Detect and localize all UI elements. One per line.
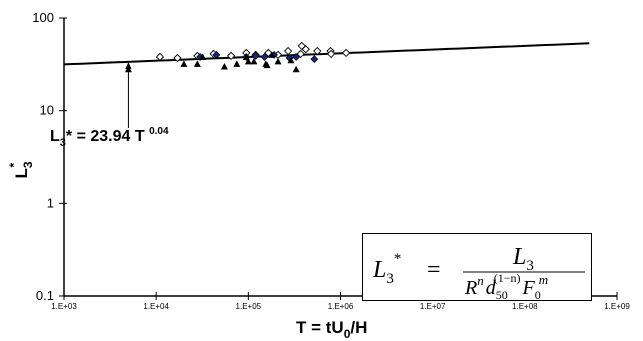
formula-equals: = — [427, 257, 441, 283]
data-point-triangle — [242, 53, 250, 60]
x-tick-label: 1.E+09 — [604, 302, 630, 311]
formula-box: L3* = L3 Rn d50(1−n) F0m — [362, 233, 592, 302]
data-point-triangle — [263, 61, 271, 69]
data-point-triangle — [193, 60, 201, 67]
data-point-filled-diamond — [251, 51, 260, 60]
formula-denominator: Rn d50(1−n) F0m — [464, 271, 548, 302]
data-point-filled-diamond — [260, 53, 269, 61]
data-point-open-diamond — [296, 49, 305, 59]
formula-svg: L3* = L3 Rn d50(1−n) F0m — [372, 244, 585, 302]
x-tick-label: 1.E+04 — [143, 302, 169, 311]
data-point-open-diamond — [326, 49, 336, 59]
data-point-triangle — [292, 65, 300, 73]
x-tick-label: 1.E+03 — [51, 302, 77, 311]
data-point-triangle — [268, 51, 276, 58]
data-point-triangle — [180, 60, 188, 67]
data-point-filled-diamond — [310, 55, 319, 64]
data-point-triangle — [244, 57, 252, 65]
formula-numerator: L3 — [512, 244, 534, 274]
data-point-open-diamond — [173, 53, 182, 63]
data-point-triangle — [233, 60, 241, 67]
data-point-open-diamond — [301, 45, 310, 54]
data-point-triangle — [220, 62, 228, 70]
fit-equation-label: L3* = 23.94 T 0.04 — [50, 126, 169, 149]
data-point-filled-diamond — [212, 50, 221, 59]
data-point-triangle — [124, 65, 132, 73]
y-tick-label: 1 — [47, 195, 54, 210]
x-tick-label: 1.E+08 — [512, 302, 538, 311]
svg-text:L3*: L3* — [7, 161, 35, 178]
x-tick-label: 1.E+06 — [328, 302, 354, 311]
formula-lhs: L3* — [372, 251, 401, 287]
y-tick-label: 0.1 — [36, 288, 54, 303]
data-point-open-diamond — [226, 51, 236, 61]
data-point-open-diamond — [155, 52, 165, 62]
data-point-triangle — [287, 56, 295, 64]
x-axis-title: T = tU0/H — [296, 318, 367, 341]
y-tick-label: 10 — [40, 103, 54, 118]
fit-label-arrowhead — [125, 62, 132, 70]
data-point-open-diamond — [341, 48, 351, 58]
y-tick-label: 100 — [32, 10, 54, 25]
data-point-open-diamond — [283, 46, 293, 56]
x-tick-label: 1.E+05 — [236, 302, 262, 311]
data-point-filled-diamond — [292, 53, 301, 61]
fit-line — [63, 42, 590, 66]
data-point-triangle — [199, 53, 207, 60]
data-point-triangle — [274, 57, 282, 65]
data-point-triangle — [250, 57, 258, 65]
data-point-open-diamond — [313, 46, 322, 56]
y-axis-title: L3* — [7, 161, 35, 178]
x-tick-label: 1.E+07 — [420, 302, 446, 311]
